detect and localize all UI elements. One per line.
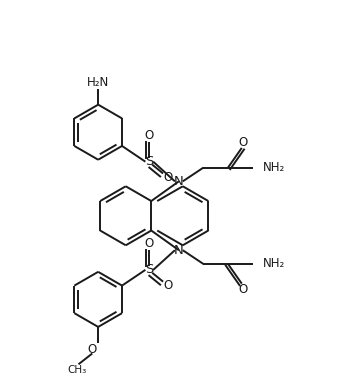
- Text: NH₂: NH₂: [262, 257, 285, 270]
- Text: NH₂: NH₂: [262, 161, 285, 174]
- Text: N: N: [174, 175, 184, 188]
- Text: O: O: [145, 237, 154, 250]
- Text: O: O: [238, 135, 247, 149]
- Text: O: O: [238, 283, 247, 296]
- Text: O: O: [163, 171, 173, 184]
- Text: O: O: [163, 279, 173, 292]
- Text: CH₃: CH₃: [67, 365, 86, 375]
- Text: H₂N: H₂N: [87, 75, 109, 89]
- Text: O: O: [88, 343, 97, 356]
- Text: S: S: [145, 155, 154, 168]
- Text: S: S: [145, 264, 154, 276]
- Text: O: O: [145, 129, 154, 142]
- Text: N: N: [174, 244, 184, 257]
